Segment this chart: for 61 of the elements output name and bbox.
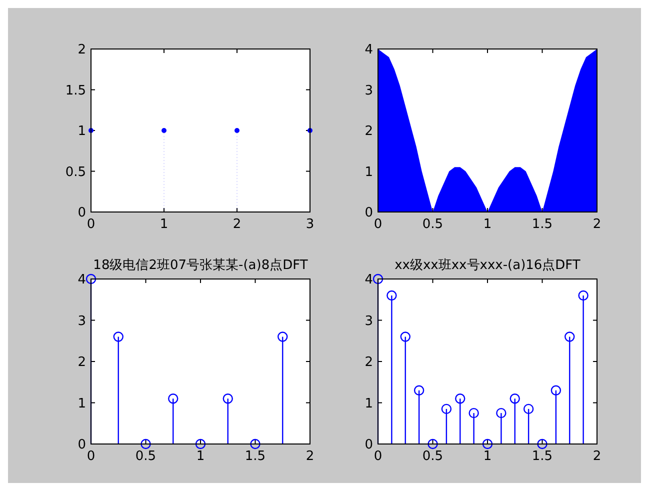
point [250,438,260,450]
y-tick-label: 0 [364,206,373,221]
x-tick-label: 0.5 [422,449,444,464]
x-tick-label: 2 [592,449,602,464]
point [386,290,397,301]
x-tick-label: 1 [483,217,492,232]
point [414,385,424,396]
x-tick-label: 1 [483,449,492,464]
y-tick-label: 1.5 [65,83,86,98]
point [496,408,506,418]
x-tick-label: 2 [306,449,314,464]
y-tick-label: 4 [364,42,373,58]
x-tick-label: 1.5 [532,449,553,464]
y-tick-label: 1 [78,396,86,412]
point [441,404,452,414]
chart-title: xx级xx班xx号xxx-(a)16点DFT [394,258,580,273]
point [113,332,124,342]
y-tick-label: 2 [78,42,86,58]
point [523,404,534,414]
x-tick-label: 0.5 [135,449,156,464]
y-tick-label: 1 [78,124,86,140]
point [510,394,520,404]
point [578,290,588,301]
y-tick-label: 2 [364,124,373,140]
x-tick-label: 1 [196,449,205,464]
point [550,385,562,396]
chart-title: 18级电信2班07号张某某-(a)8点DFT [93,258,308,273]
point [168,394,178,404]
y-tick-label: 0 [364,438,373,453]
x-tick-label: 1.5 [244,449,266,464]
point [468,408,479,418]
point [140,438,151,450]
y-tick-label: 0.5 [65,164,86,180]
x-tick-label: 2 [592,217,602,232]
y-tick-label: 3 [78,314,86,329]
y-tick-label: 1 [364,396,373,412]
x-tick-label: 1.5 [532,217,553,232]
y-tick-label: 3 [364,83,373,98]
point [482,438,493,450]
point [400,332,410,342]
y-tick-label: 0 [78,206,86,221]
y-tick-label: 4 [364,272,373,288]
point [537,438,548,450]
y-tick-label: 0 [78,438,86,453]
x-tick-label: 2 [232,217,242,232]
point [564,332,575,342]
y-tick-label: 2 [364,355,373,370]
x-tick-label: 0.5 [422,217,444,232]
y-tick-label: 3 [364,314,373,329]
point [278,332,288,342]
point [455,394,466,404]
point [86,274,96,284]
y-tick-label: 1 [364,164,373,180]
y-tick-label: 2 [78,355,86,370]
x-tick-label: 1 [160,217,168,232]
y-tick-label: 4 [78,272,86,288]
x-tick-label: 3 [306,217,314,232]
point [195,438,206,450]
point [222,394,233,404]
point [372,274,384,284]
point [428,438,438,450]
